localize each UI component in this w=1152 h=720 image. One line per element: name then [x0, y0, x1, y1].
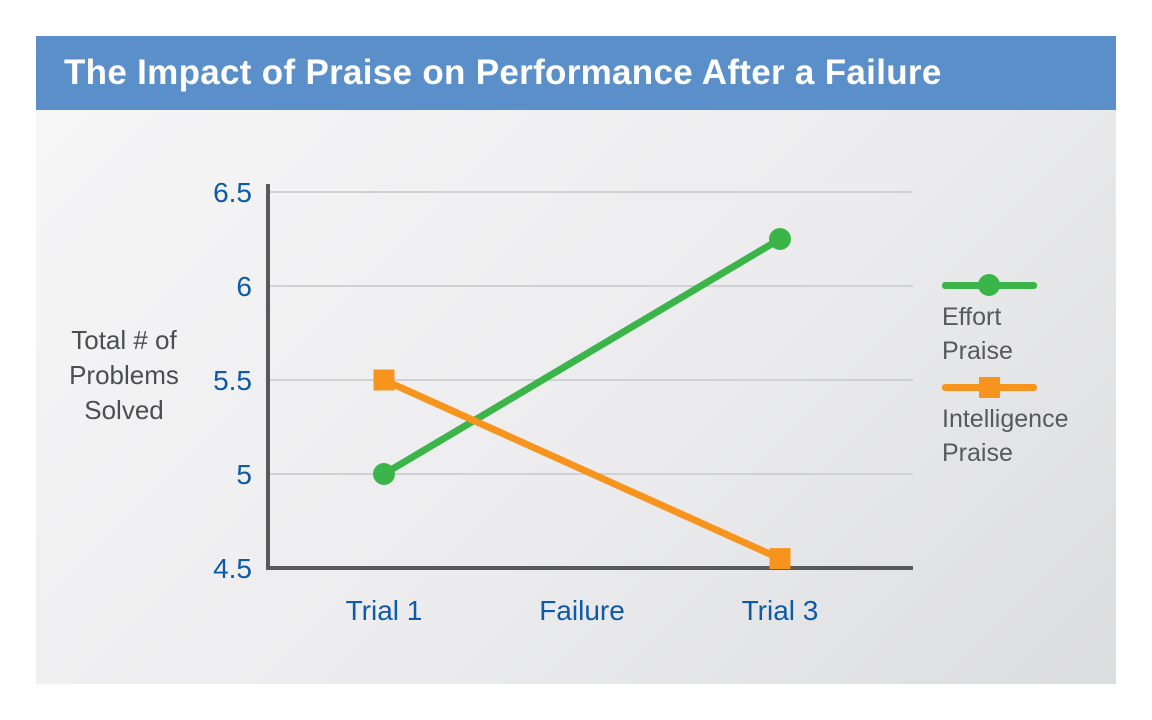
legend-label-line: Intelligence: [942, 405, 1069, 433]
data-point-effort-praise-trial-3: [769, 228, 791, 250]
y-axis-title-line: Problems: [69, 360, 179, 390]
series-line-effort-praise: [382, 235, 782, 478]
x-category-label-trial-3: Trial 3: [742, 595, 819, 626]
legend-label-line: Effort: [942, 303, 1002, 331]
effort-praise-line-swatch: [942, 274, 1037, 296]
effort-praise-circle-marker-icon: [978, 274, 1000, 296]
legend-item-intelligence-praise: Intelligence Praise: [942, 377, 1120, 470]
series-line-intelligence-praise: [382, 376, 782, 562]
intelligence-praise-line-swatch: [942, 377, 1037, 398]
chart-panel: 4.5 5 5.5 6 6.5 Trial 1 Failure Trial 3 Total #…: [36, 110, 1116, 684]
y-axis-title-line: Solved: [84, 395, 164, 425]
legend-label-effort-praise: Effort Praise: [942, 300, 1120, 368]
legend-label-line: Praise: [942, 337, 1013, 365]
title-bar: The Impact of Praise on Performance Afte…: [36, 36, 1116, 110]
y-axis-title-line: Total # of: [71, 325, 177, 355]
y-tick-label-6: 6: [236, 271, 252, 302]
data-point-intelligence-praise-trial-3: [769, 548, 791, 570]
intelligence-praise-square-marker-icon: [979, 377, 1000, 398]
x-category-label-failure: Failure: [539, 595, 625, 626]
y-tick-label-5: 5: [236, 459, 252, 490]
chart-title: The Impact of Praise on Performance Afte…: [64, 53, 942, 92]
y-tick-label-5.5: 5.5: [213, 365, 252, 396]
legend-label-intelligence-praise: Intelligence Praise: [942, 402, 1120, 470]
y-tick-label-6.5: 6.5: [213, 177, 252, 208]
line-chart: 4.5 5 5.5 6 6.5 Trial 1 Failure Trial 3: [213, 177, 913, 626]
y-tick-label-4.5: 4.5: [213, 553, 252, 584]
data-point-effort-praise-trial-1: [373, 463, 395, 485]
data-point-intelligence-praise-trial-1: [373, 369, 395, 391]
legend-item-effort-praise: Effort Praise: [942, 274, 1120, 368]
legend-label-line: Praise: [942, 439, 1013, 467]
x-category-label-trial-1: Trial 1: [346, 595, 423, 626]
legend: Effort Praise Intelligence Praise: [942, 274, 1120, 486]
y-axis-title: Total # of Problems Solved: [39, 323, 209, 428]
